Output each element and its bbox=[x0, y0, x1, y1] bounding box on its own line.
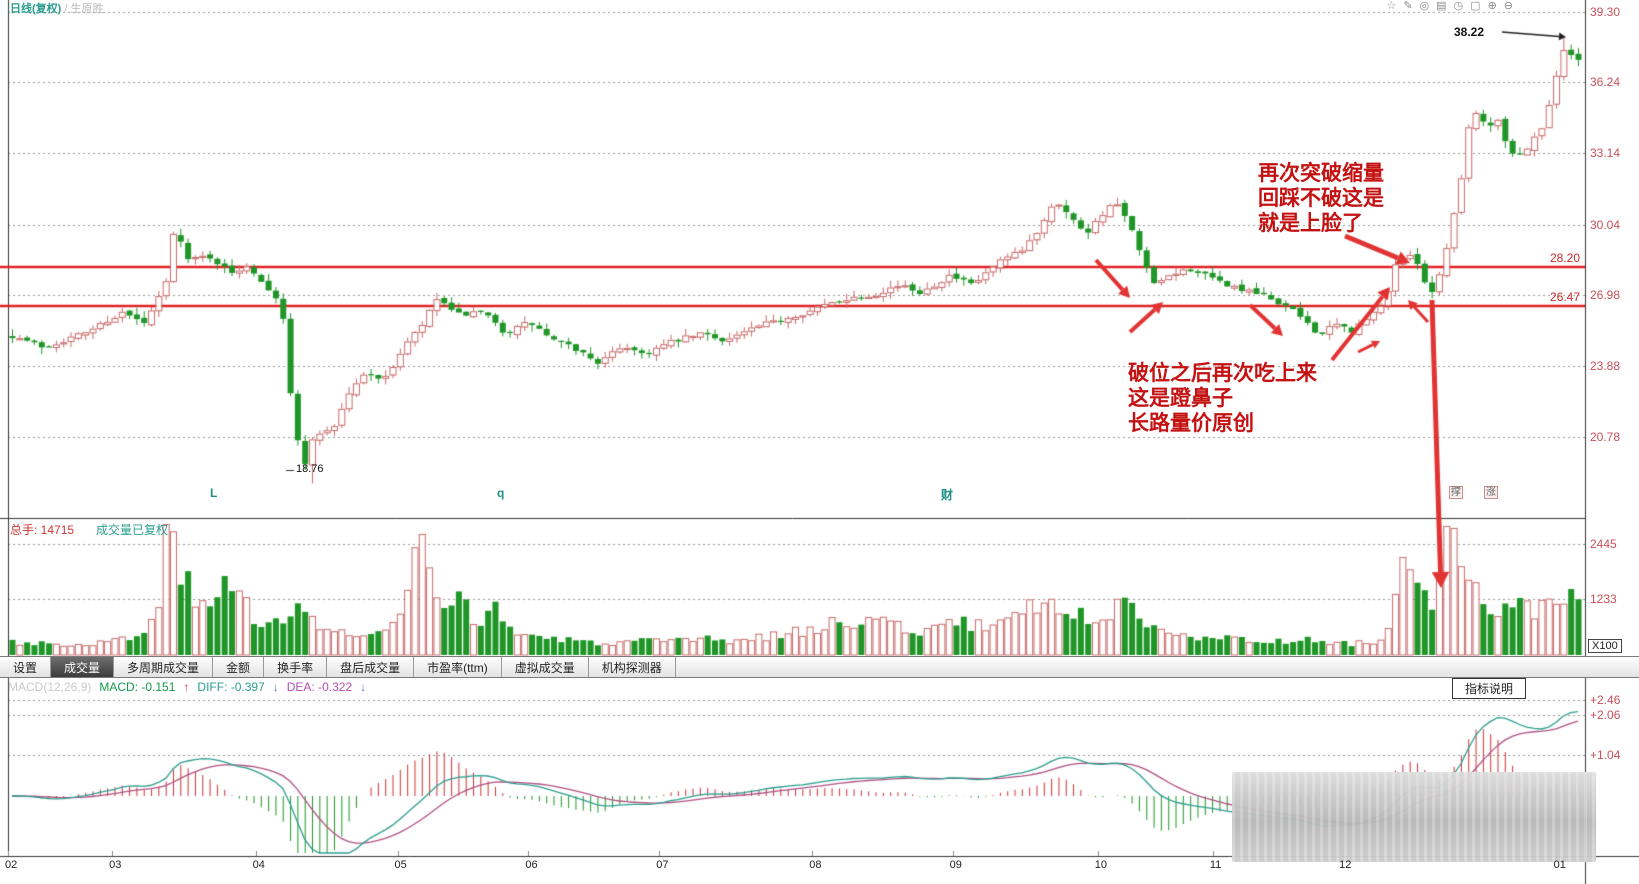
macd-header: MACD(12,26,9) MACD: -0.151 ↑ DIFF: -0.39… bbox=[8, 680, 366, 694]
macd-params: MACD(12,26,9) bbox=[8, 680, 92, 694]
macd-value: MACD: -0.151 bbox=[99, 680, 176, 694]
volume-header: 总手: 14715 成交量已复权 bbox=[10, 521, 168, 538]
event-marker-财[interactable]: 财 bbox=[941, 488, 954, 502]
edit-icon[interactable]: ✎ bbox=[1403, 0, 1413, 12]
zoom-out-icon[interactable]: ⊖ bbox=[1503, 0, 1513, 12]
macd-up-arrow-icon: ↑ bbox=[183, 680, 190, 694]
tab-换手率[interactable]: 换手率 bbox=[264, 657, 328, 677]
month-label-11: 11 bbox=[1209, 859, 1222, 871]
window-icon[interactable]: ▢ bbox=[1470, 0, 1481, 12]
annotation-line: 长路量价原创 bbox=[1128, 411, 1254, 435]
zoom-in-icon[interactable]: ⊕ bbox=[1487, 0, 1497, 12]
support-line-value: 26.47 bbox=[1549, 290, 1580, 305]
low-price-label: 18.76 bbox=[296, 463, 324, 475]
title-separator: / bbox=[64, 3, 68, 15]
month-label-09: 09 bbox=[949, 859, 962, 871]
total-volume-value: 总手: 14715 bbox=[10, 523, 75, 537]
annotation-breakdown: 破位之后再次吃上来 这是蹬鼻子 长路量价原创 bbox=[1128, 361, 1317, 436]
tab-机构探测器[interactable]: 机构探测器 bbox=[589, 657, 676, 677]
month-label-03: 03 bbox=[109, 859, 122, 871]
month-label-02: 02 bbox=[5, 859, 18, 871]
support-line-value: 28.20 bbox=[1549, 250, 1580, 265]
clock-icon[interactable]: ◷ bbox=[1453, 0, 1464, 12]
dea-down-arrow-icon: ↓ bbox=[360, 680, 367, 694]
price-tick-label: 30.04 bbox=[1590, 217, 1621, 232]
annotation-line: 回踩不破这是 bbox=[1258, 186, 1384, 210]
volume-adjusted-label: 成交量已复权 bbox=[96, 523, 169, 537]
event-marker-撑[interactable]: 撑 bbox=[1449, 486, 1463, 499]
indicator-tab-bar: 设置 成交量 多周期成交量 金额 换手率 盘后成交量 市盈率(ttm) 虚拟成交量 机构探测器 bbox=[0, 656, 1639, 678]
annotation-line: 这是蹬鼻子 bbox=[1128, 386, 1233, 410]
dea-value: DEA: -0.322 bbox=[286, 680, 353, 694]
price-tick-label: 23.88 bbox=[1590, 358, 1621, 373]
save-icon[interactable]: ▤ bbox=[1436, 0, 1447, 12]
month-label-10: 10 bbox=[1094, 859, 1107, 871]
event-marker-q[interactable]: q bbox=[497, 486, 505, 500]
tab-市盈率(ttm)[interactable]: 市盈率(ttm) bbox=[414, 657, 502, 677]
volume-unit-badge: X100 bbox=[1588, 639, 1622, 653]
tab-虚拟成交量[interactable]: 虚拟成交量 bbox=[502, 657, 589, 677]
chart-toolbar: ☆ ✎ ◎ ▤ ◷ ▢ ⊕ ⊖ bbox=[1386, 0, 1513, 12]
high-price-label: 38.22 bbox=[1454, 25, 1485, 39]
price-tick-label: 33.14 bbox=[1590, 146, 1621, 161]
price-tick-label: 20.78 bbox=[1590, 430, 1621, 445]
month-label-01: 01 bbox=[1553, 859, 1566, 871]
tab-多周期成交量[interactable]: 多周期成交量 bbox=[114, 657, 214, 677]
watermark-blur bbox=[1232, 772, 1596, 862]
volume-tick-label: 2445 bbox=[1590, 536, 1617, 551]
tab-设置[interactable]: 设置 bbox=[0, 657, 52, 677]
diff-value: DIFF: -0.397 bbox=[197, 680, 265, 694]
price-tick-label: 26.98 bbox=[1590, 287, 1621, 302]
month-label-04: 04 bbox=[252, 859, 265, 871]
diff-down-arrow-icon: ↓ bbox=[272, 680, 279, 694]
annotation-line: 再次突破缩量 bbox=[1258, 161, 1384, 185]
tab-金额[interactable]: 金额 bbox=[213, 657, 265, 677]
volume-tick-label: 1233 bbox=[1590, 591, 1617, 606]
tab-成交量[interactable]: 成交量 bbox=[51, 657, 115, 677]
annotation-line: 破位之后再次吃上来 bbox=[1128, 361, 1317, 385]
event-marker-L[interactable]: L bbox=[210, 486, 218, 500]
target-icon[interactable]: ◎ bbox=[1419, 0, 1430, 12]
stock-name-label: 生原胜 bbox=[70, 3, 104, 15]
month-label-07: 07 bbox=[656, 859, 669, 871]
price-tick-label: 36.24 bbox=[1590, 75, 1621, 90]
annotation-line: 就是上脸了 bbox=[1258, 211, 1363, 235]
tab-盘后成交量[interactable]: 盘后成交量 bbox=[327, 657, 415, 677]
price-tick-label: 39.30 bbox=[1590, 5, 1621, 19]
macd-tick-label: +1.04 bbox=[1590, 748, 1621, 763]
indicator-help-button[interactable]: 指标说明 bbox=[1452, 678, 1527, 699]
macd-tick-label: +2.46 bbox=[1590, 692, 1621, 707]
star-icon[interactable]: ☆ bbox=[1386, 0, 1397, 12]
month-label-12: 12 bbox=[1339, 859, 1352, 871]
month-label-06: 06 bbox=[525, 859, 538, 871]
month-label-05: 05 bbox=[394, 859, 407, 871]
chart-title: 日线(复权) / 生原胜 bbox=[10, 0, 104, 16]
annotation-breakout: 再次突破缩量 回踩不破这是 就是上脸了 bbox=[1258, 161, 1384, 236]
period-label: 日线(复权) bbox=[10, 3, 62, 15]
macd-tick-label: +2.06 bbox=[1590, 708, 1621, 723]
event-marker-涨[interactable]: 涨 bbox=[1484, 486, 1498, 499]
month-label-08: 08 bbox=[809, 859, 822, 871]
